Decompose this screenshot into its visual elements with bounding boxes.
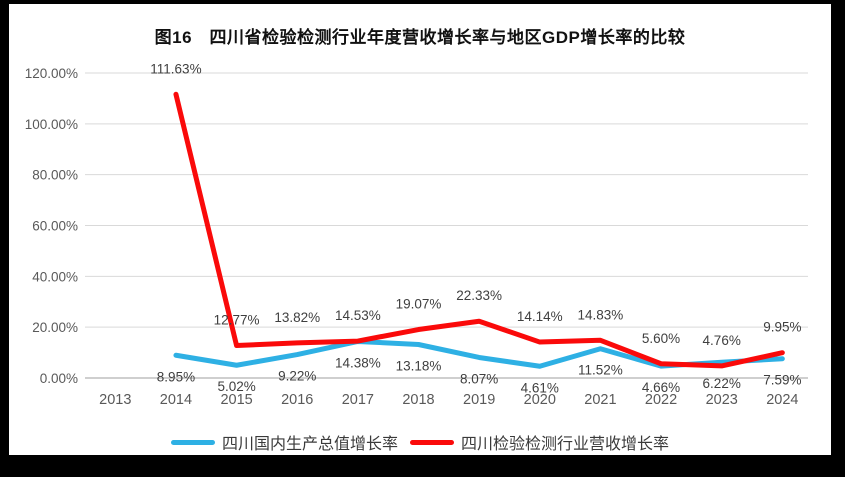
svg-text:111.63%: 111.63% (150, 61, 201, 76)
legend-item-revenue: 四川检验检测行业营收增长率 (410, 430, 669, 454)
svg-text:80.00%: 80.00% (32, 168, 78, 183)
svg-text:2022: 2022 (645, 392, 677, 408)
svg-text:8.07%: 8.07% (460, 371, 498, 386)
legend-label-revenue: 四川检验检测行业营收增长率 (461, 436, 670, 453)
svg-text:22.33%: 22.33% (456, 288, 502, 303)
svg-text:5.60%: 5.60% (642, 331, 680, 346)
svg-text:9.95%: 9.95% (763, 320, 801, 335)
svg-text:6.22%: 6.22% (703, 376, 741, 391)
svg-text:14.38%: 14.38% (335, 355, 381, 370)
series-data-labels-1: 111.63% 12.77% 13.82% 14.53% 19.07% 22.33% 14.… (150, 61, 801, 348)
svg-text:0.00%: 0.00% (40, 371, 78, 386)
svg-text:2014: 2014 (160, 392, 192, 408)
svg-text:2021: 2021 (584, 392, 616, 408)
svg-text:20.00%: 20.00% (32, 320, 78, 335)
svg-text:2015: 2015 (220, 392, 252, 408)
svg-text:2019: 2019 (463, 392, 495, 408)
legend: 四川国内生产总值增长率 四川检验检测行业营收增长率 (9, 431, 831, 453)
svg-text:120.00%: 120.00% (25, 66, 78, 81)
svg-text:5.02%: 5.02% (217, 379, 255, 394)
svg-text:7.59%: 7.59% (763, 373, 801, 388)
series-line-1 (173, 91, 785, 369)
legend-swatch-revenue-line (410, 439, 454, 445)
svg-text:4.76%: 4.76% (703, 333, 741, 348)
svg-text:13.18%: 13.18% (396, 359, 442, 374)
svg-text:2016: 2016 (281, 392, 313, 408)
legend-swatch-gdp-line (170, 439, 215, 445)
chart-title: 图16 四川省检验检测行业年度营收增长率与地区GDP增长率的比较 (154, 28, 686, 47)
svg-text:2013: 2013 (99, 392, 131, 408)
svg-text:4.61%: 4.61% (521, 380, 559, 395)
svg-text:12.77%: 12.77% (214, 313, 260, 328)
svg-text:14.53%: 14.53% (335, 308, 381, 323)
gridlines (85, 72, 808, 379)
svg-text:14.83%: 14.83% (578, 307, 624, 322)
svg-text:9.22%: 9.22% (278, 369, 316, 384)
svg-text:19.07%: 19.07% (396, 297, 442, 312)
svg-text:4.66%: 4.66% (642, 380, 680, 395)
series-data-labels-0: 8.95% 5.02% 9.22% 14.38% 13.18% 8.07% 4.61% 11.… (157, 355, 802, 395)
svg-text:2017: 2017 (342, 392, 374, 408)
svg-text:11.52%: 11.52% (578, 363, 623, 378)
svg-text:2023: 2023 (706, 392, 738, 408)
svg-text:14.14%: 14.14% (517, 309, 563, 324)
x-axis-labels: 2013 2014 2015 2016 2017 2018 2019 2020 2021 2022… (99, 392, 798, 408)
y-axis-labels: 0.00% 20.00% 40.00% 60.00% 80.00% 100.00% 120.… (25, 66, 78, 386)
svg-text:13.82%: 13.82% (274, 310, 320, 325)
svg-text:60.00%: 60.00% (32, 219, 78, 234)
svg-text:40.00%: 40.00% (32, 269, 78, 284)
svg-text:2020: 2020 (524, 392, 556, 408)
svg-text:100.00%: 100.00% (25, 117, 78, 132)
svg-text:2018: 2018 (402, 392, 434, 408)
svg-text:8.95%: 8.95% (157, 369, 195, 384)
legend-item-gdp: 四川国内生产总值增长率 (170, 430, 398, 454)
chart-panel (9, 4, 831, 455)
legend-label-gdp: 四川国内生产总值增长率 (221, 436, 398, 453)
svg-text:2024: 2024 (766, 392, 798, 408)
